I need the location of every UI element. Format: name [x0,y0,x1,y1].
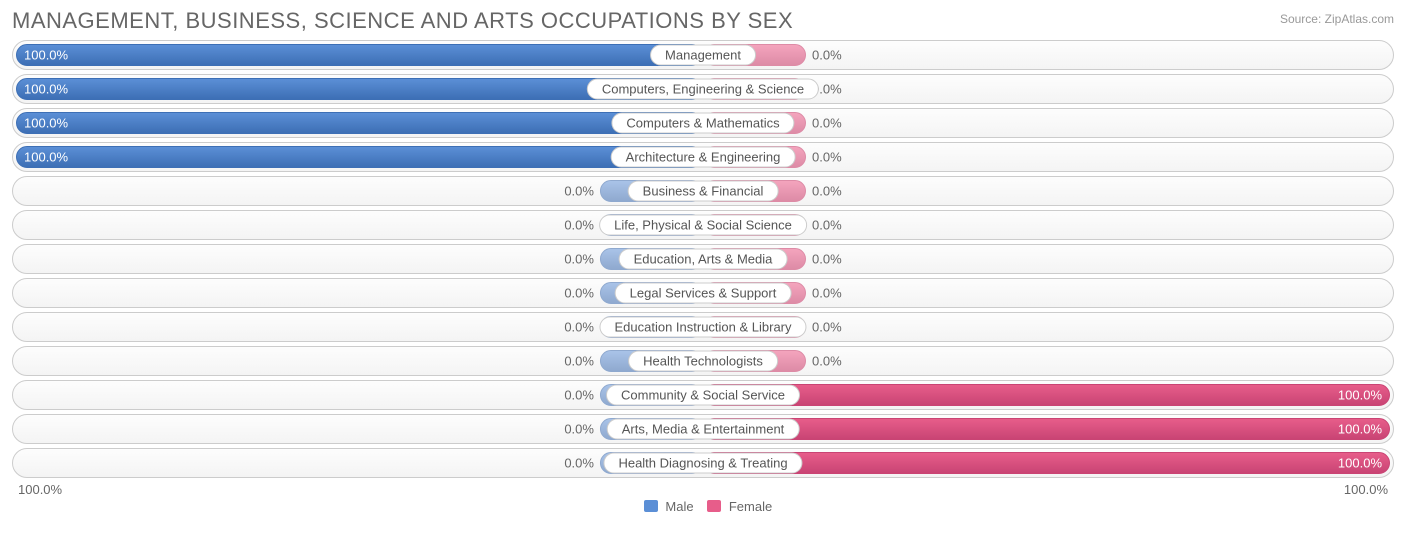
female-value: 0.0% [812,116,842,131]
male-bar [16,44,703,66]
legend-swatch-male [644,500,658,512]
chart-row: 0.0% 100.0% Community & Social Service [12,380,1394,410]
category-label: Health Technologists [628,351,778,372]
axis-right-label: 100.0% [1344,482,1388,497]
male-value: 0.0% [564,456,594,471]
male-value: 100.0% [24,116,68,131]
chart-header: MANAGEMENT, BUSINESS, SCIENCE AND ARTS O… [12,8,1394,34]
male-value: 0.0% [564,286,594,301]
male-bar [16,112,703,134]
axis-left-label: 100.0% [18,482,62,497]
category-label: Health Diagnosing & Treating [603,453,802,474]
chart-row: 0.0% 0.0% Education, Arts & Media [12,244,1394,274]
female-bar [703,452,1390,474]
category-label: Architecture & Engineering [611,147,796,168]
female-value: 100.0% [1338,422,1382,437]
chart-row: 0.0% 0.0% Education Instruction & Library [12,312,1394,342]
female-value: 0.0% [812,286,842,301]
male-value: 100.0% [24,150,68,165]
chart-row: 100.0% 0.0% Management [12,40,1394,70]
female-value: 0.0% [812,150,842,165]
female-value: 0.0% [812,48,842,63]
female-bar [703,384,1390,406]
category-label: Education, Arts & Media [619,249,788,270]
male-value: 100.0% [24,48,68,63]
female-value: 100.0% [1338,388,1382,403]
chart-source: Source: ZipAtlas.com [1280,8,1394,26]
male-value: 0.0% [564,218,594,233]
chart-row: 0.0% 0.0% Legal Services & Support [12,278,1394,308]
male-value: 0.0% [564,184,594,199]
female-value: 0.0% [812,184,842,199]
category-label: Legal Services & Support [615,283,792,304]
category-label: Management [650,45,756,66]
female-value: 0.0% [812,252,842,267]
male-value: 100.0% [24,82,68,97]
chart-row: 100.0% 0.0% Computers & Mathematics [12,108,1394,138]
category-label: Business & Financial [628,181,779,202]
chart-legend: Male Female [12,499,1394,514]
category-label: Life, Physical & Social Science [599,215,807,236]
chart-title: MANAGEMENT, BUSINESS, SCIENCE AND ARTS O… [12,8,793,34]
male-value: 0.0% [564,388,594,403]
female-value: 0.0% [812,354,842,369]
chart-row: 0.0% 100.0% Arts, Media & Entertainment [12,414,1394,444]
chart-row: 100.0%0.0%Computers, Engineering & Scien… [12,74,1394,104]
male-value: 0.0% [564,252,594,267]
category-label: Arts, Media & Entertainment [607,419,800,440]
legend-swatch-female [707,500,721,512]
male-bar [16,146,703,168]
female-bar [703,418,1390,440]
category-label: Computers & Mathematics [611,113,794,134]
axis-labels: 100.0% 100.0% [12,478,1394,497]
legend-label-male: Male [665,499,693,514]
male-value: 0.0% [564,422,594,437]
chart-row: 100.0% 0.0% Architecture & Engineering [12,142,1394,172]
category-label: Community & Social Service [606,385,800,406]
male-value: 0.0% [564,354,594,369]
female-value: 100.0% [1338,456,1382,471]
chart-row: 0.0% 0.0% Health Technologists [12,346,1394,376]
chart-row: 0.0% 0.0% Life, Physical & Social Science [12,210,1394,240]
chart-row: 0.0% 100.0% Health Diagnosing & Treating [12,448,1394,478]
category-label: Education Instruction & Library [599,317,806,338]
occupations-by-sex-chart: MANAGEMENT, BUSINESS, SCIENCE AND ARTS O… [0,0,1406,559]
chart-rows: 100.0%0.0%Management100.0%0.0%Computers,… [12,40,1394,478]
category-label: Computers, Engineering & Science [587,79,819,100]
chart-row: 0.0% 0.0% Business & Financial [12,176,1394,206]
male-value: 0.0% [564,320,594,335]
legend-label-female: Female [729,499,772,514]
female-value: 0.0% [812,320,842,335]
female-value: 0.0% [812,218,842,233]
